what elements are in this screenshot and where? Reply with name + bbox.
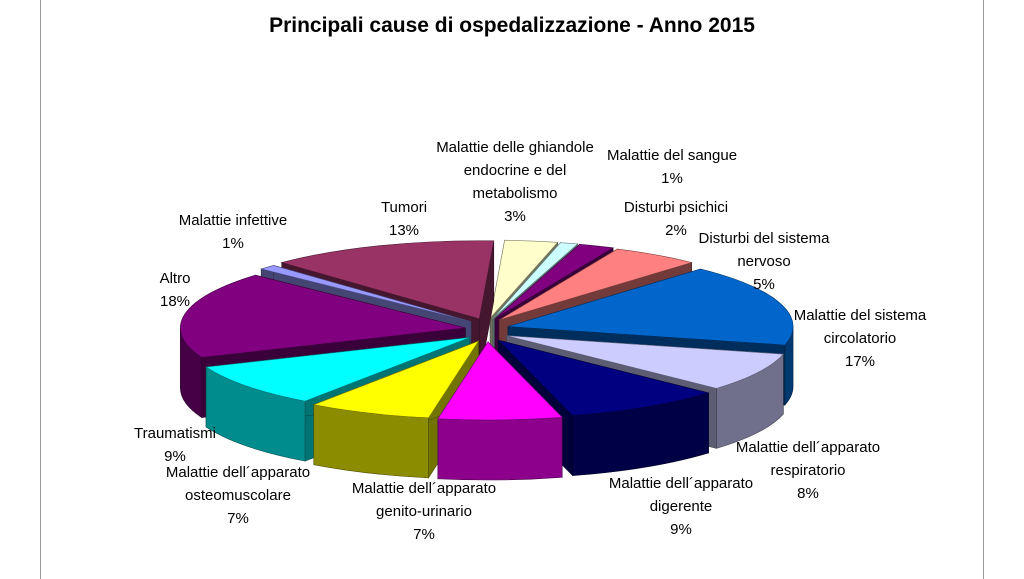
slice-label-line: Malattie delle ghiandole [436, 139, 594, 156]
slice-label-line: Malattie dell´apparato [352, 480, 496, 497]
slice-top [312, 340, 480, 419]
slice-percent: 8% [797, 485, 819, 502]
pie-slices [180, 239, 794, 481]
slice-top [437, 341, 563, 421]
slice-label: Malattie delle ghiandole endocrine e del m… [436, 139, 594, 225]
slice-label: Disturbi del sistema nervoso 5% [699, 230, 831, 293]
slice-label-line: Traumatismi [134, 425, 216, 442]
slice-percent: 3% [504, 208, 526, 225]
slice-label-line: metabolismo [472, 185, 557, 202]
slice-label-line: Malattie dell´apparato [609, 475, 753, 492]
slice-top [492, 242, 579, 319]
chart-frame [40, 0, 984, 579]
slice-label: Malattie infettive 1% [179, 212, 287, 252]
slice-top [498, 248, 693, 321]
slice-label: Malattie del sistema circolatorio 17% [794, 307, 927, 370]
slice-percent: 9% [164, 448, 186, 465]
slice-top [497, 339, 710, 416]
slice-label-line: nervoso [737, 253, 790, 270]
slice-rim [437, 416, 563, 481]
slice-label-line: digerente [650, 498, 713, 515]
slice-label-line: Disturbi del sistema [699, 230, 831, 247]
slice-percent: 5% [753, 276, 775, 293]
slice-label-line: Malattie del sangue [607, 147, 737, 164]
slice-label-line: Malattie dell´apparato [166, 464, 310, 481]
slice-percent: 1% [222, 235, 244, 252]
pie-slice [437, 340, 563, 481]
slice-label: Malattie dell´apparato respiratorio 8% [736, 439, 880, 502]
slice-label: Altro 18% [160, 270, 191, 310]
slice-label: Traumatismi 9% [134, 425, 216, 465]
slice-label-line: endocrine e del [464, 162, 567, 179]
slice-label: Malattie dell´apparato digerente 9% [609, 475, 753, 538]
slice-percent: 17% [845, 353, 875, 370]
slice-percent: 9% [670, 521, 692, 538]
slice-top [489, 239, 559, 320]
slice-label-line: Tumori [381, 199, 427, 216]
slice-percent: 7% [227, 510, 249, 527]
slice-top [180, 274, 466, 358]
slice-label-line: Malattie dell´apparato [736, 439, 880, 456]
slice-percent: 7% [413, 526, 435, 543]
slice-label: Tumori 13% [381, 199, 427, 239]
slice-percent: 18% [160, 293, 190, 310]
slice-top [205, 337, 470, 402]
slice-percent: 13% [389, 222, 419, 239]
slice-top [494, 244, 614, 320]
slice-top [280, 240, 495, 320]
chart-title: Principali cause di ospedalizzazione - A… [269, 14, 755, 37]
slice-label: Malattie del sangue 1% [607, 147, 737, 187]
slice-top [507, 268, 794, 346]
slice-label-line: osteomuscolare [185, 487, 291, 504]
slice-label: Disturbi psichici 2% [624, 199, 728, 239]
slice-label-line: respiratorio [770, 462, 845, 479]
slice-top [506, 335, 784, 389]
slice-label-line: Malattie infettive [179, 212, 287, 229]
slice-percent: 2% [665, 222, 687, 239]
slice-percent: 1% [661, 170, 683, 187]
slice-label-line: Disturbi psichici [624, 199, 728, 216]
pie-slice [312, 340, 480, 479]
slice-label-line: Altro [160, 270, 191, 287]
slice-labels: Malattie delle ghiandole endocrine e del m… [134, 139, 927, 543]
slice-top [260, 265, 472, 322]
slice-label: Malattie dell´apparato genito-urinario 7% [352, 480, 496, 543]
slice-label-line: Malattie del sistema [794, 307, 927, 324]
slice-label-line: genito-urinario [376, 503, 472, 520]
slice-label: Malattie dell´apparato osteomuscolare 7% [166, 464, 310, 527]
slice-label-line: circolatorio [824, 330, 897, 347]
